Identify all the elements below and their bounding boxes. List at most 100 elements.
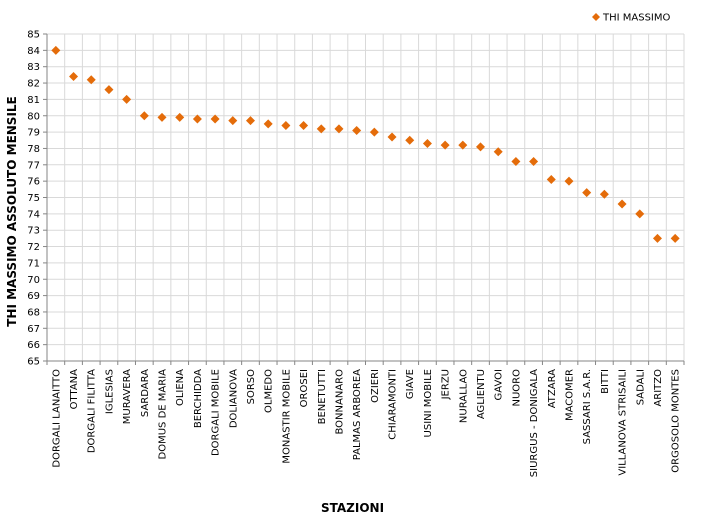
y-tick-label: 81 [27, 95, 40, 106]
data-point [617, 199, 627, 209]
data-point [369, 127, 379, 137]
data-point [422, 139, 432, 149]
x-tick-label: SIURGUS - DONIGALA [529, 369, 540, 477]
data-point [263, 119, 273, 129]
x-tick-label: BITTI [600, 369, 611, 394]
x-axis-title: STAZIONI [321, 501, 384, 515]
x-tick-label: JERZU [441, 369, 452, 400]
y-tick-label: 85 [27, 30, 40, 41]
data-point [599, 189, 609, 199]
data-point [546, 175, 556, 185]
x-tick-label: MONASTIR MOBILE [281, 369, 292, 464]
data-point [104, 85, 114, 95]
data-points [51, 45, 680, 243]
legend: THI MASSIMO [592, 13, 670, 24]
y-tick-label: 67 [27, 324, 40, 335]
x-tick-label: DORGALI FILITTA [87, 369, 98, 453]
data-point [635, 209, 645, 219]
y-tick-label: 71 [27, 258, 40, 269]
x-tick-label: DOLIANOVA [228, 369, 239, 428]
legend-marker [592, 13, 600, 21]
x-tick-label: BENETUTTI [317, 369, 328, 424]
x-tick-label: DORGALI LANAITTO [51, 369, 62, 468]
y-tick-label: 84 [27, 46, 40, 57]
x-tick-label: OROSEI [299, 369, 310, 407]
x-tick-label: OLMEDO [264, 369, 275, 413]
y-axis-title: THI MASSIMO ASSOLUTO MENSILE [5, 96, 19, 327]
data-point [670, 233, 680, 243]
data-point [51, 45, 61, 55]
data-point [228, 116, 238, 126]
data-point [405, 135, 415, 145]
x-tick-label: ORGOSOLO MONTES [671, 369, 682, 473]
data-point [192, 114, 202, 124]
data-point [122, 94, 132, 104]
x-tick-label: IGLESIAS [104, 369, 115, 414]
data-point [440, 140, 450, 150]
data-point [652, 233, 662, 243]
data-point [86, 75, 96, 85]
y-tick-label: 82 [27, 79, 40, 90]
x-tick-label: SARDARA [140, 369, 151, 417]
x-tick-label: VILLANOVA STRISAILI [618, 369, 629, 476]
legend-label: THI MASSIMO [602, 13, 670, 24]
x-tick-label: PALMAS ARBOREA [352, 369, 363, 460]
y-tick-label: 73 [27, 226, 40, 237]
y-tick-label: 74 [27, 209, 40, 220]
x-tick-labels: DORGALI LANAITTO OTTANA DORGALI FILITTA IGL… [51, 369, 681, 477]
data-point [316, 124, 326, 134]
y-tick-label: 65 [27, 357, 40, 368]
data-point [334, 124, 344, 134]
y-tick-label: 79 [27, 128, 40, 139]
data-point [564, 176, 574, 186]
y-tick-label: 77 [27, 160, 40, 171]
x-tick-label: NURALLAO [458, 369, 469, 423]
data-point [245, 116, 255, 126]
x-tick-label: AGLIENTU [476, 369, 487, 419]
x-tick-label: MACOMER [564, 369, 575, 421]
x-tick-label: GAVOI [494, 369, 505, 400]
y-tick-label: 70 [27, 275, 40, 286]
x-tick-label: ARITZO [653, 369, 664, 407]
data-point [529, 157, 539, 167]
data-point [352, 125, 362, 135]
x-tick-label: OZIERI [370, 369, 381, 403]
y-tick-label: 76 [27, 177, 40, 188]
x-tick-label: NUORO [511, 369, 522, 407]
x-tick-label: DORGALI MOBILE [211, 369, 222, 456]
x-tick-label: DOMUS DE MARIA [158, 369, 169, 460]
data-point [511, 157, 521, 167]
y-tick-label: 80 [27, 111, 40, 122]
x-tick-label: ATZARA [547, 369, 558, 408]
data-point [476, 142, 486, 152]
data-point [582, 188, 592, 198]
x-tick-label: MURAVERA [122, 369, 133, 424]
data-point [299, 121, 309, 131]
y-tick-label: 78 [27, 144, 40, 155]
data-point [157, 112, 167, 122]
grid-lines [46, 33, 685, 362]
data-point [210, 114, 220, 124]
x-tick-label: OTTANA [69, 369, 80, 409]
y-tick-label: 66 [27, 340, 40, 351]
x-tick-label: SASSARI S.A.R. [582, 369, 593, 444]
y-tick-label: 83 [27, 62, 40, 73]
data-point [281, 121, 291, 131]
axes [43, 33, 685, 365]
x-tick-label: SADALI [635, 369, 646, 405]
x-tick-label: CHIARAMONTI [388, 369, 399, 440]
x-tick-label: SORSO [246, 369, 257, 405]
y-tick-label: 69 [27, 291, 40, 302]
x-tick-label: BONNANARO [334, 369, 345, 435]
data-point [69, 72, 79, 82]
data-point [175, 112, 185, 122]
x-tick-label: BERCHIDDA [193, 369, 204, 428]
y-tick-labels: 65 66 67 68 69 70 71 72 73 74 75 76 77 78 79 80 81 82 83 84… [27, 30, 40, 368]
data-point [387, 132, 397, 142]
y-tick-label: 72 [27, 242, 40, 253]
data-point [139, 111, 149, 121]
y-tick-label: 68 [27, 307, 40, 318]
data-point [493, 147, 503, 157]
x-tick-label: USINI MOBILE [423, 369, 434, 437]
